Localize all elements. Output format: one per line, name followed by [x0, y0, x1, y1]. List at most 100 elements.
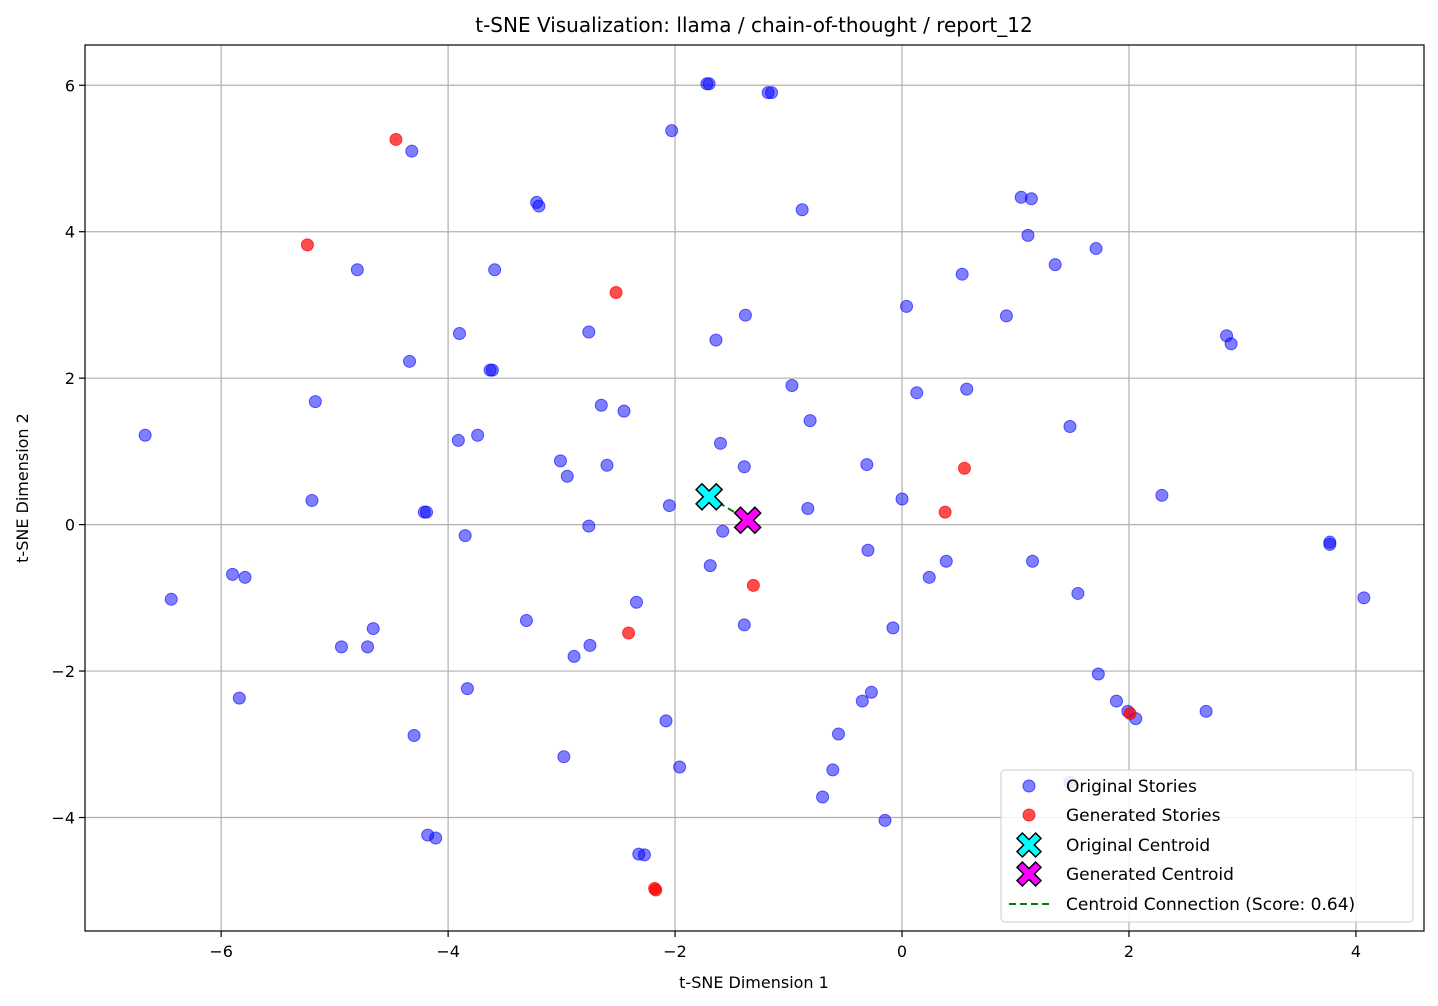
original-centroid-marker [695, 482, 724, 511]
y-tick-label: 4 [65, 223, 75, 242]
x-tick-label: 2 [1124, 942, 1134, 961]
original-story-point [886, 621, 900, 635]
centroid-markers [695, 482, 762, 535]
original-story-point [895, 492, 909, 506]
original-story-point [700, 77, 714, 91]
original-story-point [1021, 228, 1035, 242]
x-tick-label: −6 [209, 942, 233, 961]
original-story-point [831, 727, 845, 741]
original-story-point [673, 760, 687, 774]
generated-story-point [1123, 707, 1137, 721]
y-tick-label: 6 [65, 76, 75, 95]
original-story-point [1224, 337, 1238, 351]
original-story-point [519, 614, 533, 628]
generated-centroid-marker [733, 506, 762, 535]
original-story-point [557, 750, 571, 764]
original-story-point [1357, 591, 1371, 605]
original-story-point [662, 499, 676, 513]
original-story-point [600, 458, 614, 472]
original-story-point [452, 326, 466, 340]
original-story-point [1024, 192, 1038, 206]
y-tick-label: 2 [65, 369, 75, 388]
original-story-point [238, 570, 252, 584]
original-story-point [878, 813, 892, 827]
original-story-point [451, 433, 465, 447]
original-story-point [1071, 586, 1085, 600]
generated-story-point [957, 461, 971, 475]
original-story-point [659, 714, 673, 728]
generated-story-point [622, 626, 636, 640]
original-story-point [861, 543, 875, 557]
legend-generated-centroid-marker [1015, 860, 1043, 888]
legend-label: Original Stories [1066, 777, 1197, 797]
x-tick-label: 0 [897, 942, 907, 961]
original-story-point [637, 848, 651, 862]
original-story-point [737, 460, 751, 474]
legend-original-marker [1022, 779, 1036, 793]
y-tick-label: −2 [51, 662, 75, 681]
y-axis-label: t-SNE Dimension 2 [13, 413, 32, 563]
y-tick-label: −4 [51, 809, 75, 828]
original-story-point [629, 595, 643, 609]
original-story-point [803, 414, 817, 428]
generated-story-point [938, 505, 952, 519]
original-story-point [458, 529, 472, 543]
original-story-point [709, 333, 723, 347]
original-story-point [164, 592, 178, 606]
original-story-point [366, 622, 380, 636]
x-tick-label: −2 [663, 942, 687, 961]
x-tick-label: −4 [436, 942, 460, 961]
legend-generated-marker [1022, 808, 1036, 822]
original-story-point [738, 308, 752, 322]
original-story-point [560, 469, 574, 483]
original-story-point [460, 682, 474, 696]
generated-story-point [389, 132, 403, 146]
plot-frame [84, 44, 1425, 932]
original-story-point [305, 493, 319, 507]
original-story-point [1048, 258, 1062, 272]
original-story-point [361, 640, 375, 654]
original-story-point [1109, 694, 1123, 708]
original-story-point [553, 454, 567, 468]
original-story-point [582, 519, 596, 533]
original-story-point [960, 382, 974, 396]
original-story-point [308, 395, 322, 409]
original-story-point [816, 790, 830, 804]
original-story-point [1091, 667, 1105, 681]
original-story-point [226, 567, 240, 581]
original-story-point [860, 458, 874, 472]
original-story-point [1199, 704, 1213, 718]
generated-story-point [649, 883, 663, 897]
original-story-point [350, 263, 364, 277]
x-tick-label: 4 [1351, 942, 1361, 961]
original-story-point [665, 124, 679, 138]
original-story-point [405, 144, 419, 158]
original-story-point [703, 559, 717, 573]
legend-label: Centroid Connection (Score: 0.64) [1066, 895, 1355, 915]
y-tick-label: 0 [65, 516, 75, 535]
legend-label: Original Centroid [1066, 836, 1210, 856]
original-story-point [232, 691, 246, 705]
chart-title: t-SNE Visualization: llama / chain-of-th… [475, 13, 1032, 37]
generated-story-point [746, 578, 760, 592]
original-story-point [567, 649, 581, 663]
original-story-point [737, 618, 751, 632]
original-story-point [900, 299, 914, 313]
original-story-point [826, 763, 840, 777]
original-story-point [864, 685, 878, 699]
generated-story-point [609, 285, 623, 299]
original-story-point [713, 436, 727, 450]
original-story-point [429, 831, 443, 845]
original-story-point [532, 199, 546, 213]
legend-box [1000, 769, 1414, 923]
original-story-point [939, 554, 953, 568]
original-story-point [1026, 554, 1040, 568]
legend: Original Stories Generated Stories Origina… [1000, 769, 1414, 923]
original-story-point [594, 398, 608, 412]
original-story-point [910, 386, 924, 400]
original-story-point [488, 263, 502, 277]
original-story-point [1323, 537, 1337, 551]
original-story-point [999, 309, 1013, 323]
original-story-point [801, 502, 815, 516]
original-story-point [617, 404, 631, 418]
